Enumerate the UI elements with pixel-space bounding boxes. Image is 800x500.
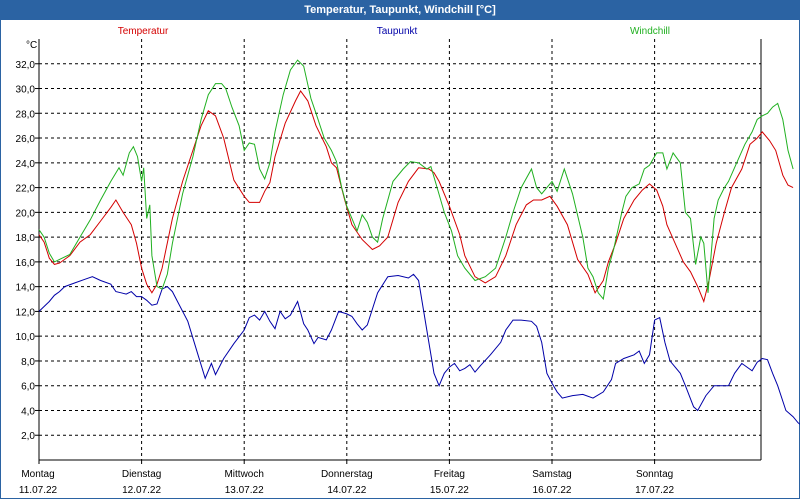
plot-area <box>39 39 761 460</box>
x-tick-weekday: Freitag <box>434 469 465 480</box>
y-tick-label: 30,0 <box>16 85 36 96</box>
x-tick-weekday: Sonntag <box>636 469 673 480</box>
y-tick-label: 10,0 <box>16 332 36 343</box>
y-tick-label: 12,0 <box>16 307 36 318</box>
y-tick-label: 28,0 <box>16 109 36 120</box>
x-tick-date: 12.07.22 <box>122 485 161 496</box>
window-title: Temperatur, Taupunkt, Windchill [°C] <box>304 4 496 16</box>
y-tick-label: 16,0 <box>16 258 36 269</box>
x-tick-weekday: Dienstag <box>122 469 161 480</box>
y-tick-label: 4,0 <box>21 406 35 417</box>
y-tick-label: 22,0 <box>16 184 36 195</box>
y-tick-label: 14,0 <box>16 283 36 294</box>
y-tick-label: 6,0 <box>21 382 35 393</box>
y-tick-label: 20,0 <box>16 208 36 219</box>
x-tick-date: 13.07.22 <box>225 485 264 496</box>
title-bar: Temperatur, Taupunkt, Windchill [°C] <box>0 0 800 20</box>
y-axis-label: °C <box>26 40 37 51</box>
y-tick-label: 24,0 <box>16 159 36 170</box>
x-tick-date: 14.07.22 <box>327 485 366 496</box>
y-tick-label: 18,0 <box>16 233 36 244</box>
legend-windchill: Windchill <box>630 26 670 37</box>
y-tick-label: 2,0 <box>21 431 35 442</box>
series-line-windchill <box>38 59 794 301</box>
x-tick-weekday: Donnerstag <box>321 469 373 480</box>
labels: 2,0 4,0 6,0 8,0 10,0 12,0 14,0 16,0 18,0 20,0 22,0… <box>16 26 675 496</box>
x-tick-weekday: Montag <box>21 469 54 480</box>
y-tick-label: 8,0 <box>21 357 35 368</box>
series-line-taupunkt <box>38 273 800 425</box>
x-tick-date: 16.07.22 <box>533 485 572 496</box>
series-line-temperatur <box>38 90 794 304</box>
legend-temperatur: Temperatur <box>118 26 169 37</box>
axes <box>35 39 762 464</box>
x-tick-weekday: Samstag <box>532 469 571 480</box>
x-tick-date: 11.07.22 <box>19 485 58 496</box>
x-tick-weekday: Mittwoch <box>224 469 263 480</box>
y-tick-label: 26,0 <box>16 134 36 145</box>
y-tick-label: 32,0 <box>16 60 36 71</box>
series-group <box>38 59 800 425</box>
x-tick-date: 15.07.22 <box>430 485 469 496</box>
legend-taupunkt: Taupunkt <box>377 26 418 37</box>
x-tick-date: 17.07.22 <box>635 485 674 496</box>
gridlines <box>39 39 761 460</box>
